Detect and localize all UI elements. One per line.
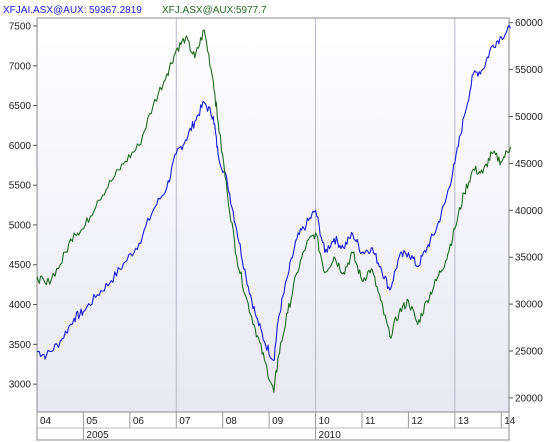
- right-tick-label: 40000: [515, 206, 543, 217]
- left-tick-label: 4500: [9, 260, 32, 271]
- left-y-axis: 3000 3500 4000 4500 5000 5500 6000 6500 7000 7500: [9, 21, 37, 391]
- plot-area: [36, 17, 510, 413]
- year-label: 2010: [319, 430, 342, 441]
- right-tick-label: 20000: [515, 393, 543, 404]
- x-tick-label: 08: [226, 416, 238, 427]
- right-y-axis: 20000 25000 30000 35000 40000 45000 50000 55000…: [509, 18, 543, 404]
- right-tick-label: 45000: [515, 159, 543, 170]
- x-tick-label: 12: [411, 416, 423, 427]
- left-tick-label: 6500: [9, 101, 32, 112]
- left-tick-label: 4000: [9, 300, 32, 311]
- left-tick-label: 7000: [9, 61, 32, 72]
- right-tick-label: 35000: [515, 253, 543, 264]
- right-tick-label: 50000: [515, 112, 543, 123]
- year-label: 2005: [86, 430, 109, 441]
- x-tick-label: 04: [40, 416, 52, 427]
- right-tick-label: 30000: [515, 300, 543, 311]
- left-tick-label: 5500: [9, 181, 32, 192]
- x-tick-label: 14: [504, 416, 516, 427]
- grid: [175, 18, 456, 412]
- left-tick-label: 3500: [9, 340, 32, 351]
- right-tick-label: 55000: [515, 65, 543, 76]
- series-line-xfjai: [36, 25, 512, 361]
- x-tick-label: 10: [319, 416, 331, 427]
- right-tick-label: 60000: [515, 18, 543, 29]
- legend: XFJAI.ASX@AUX: 59367.2819 XFJ.ASX@AUX: 5…: [3, 5, 267, 16]
- x-axis: 04 05 06 07 08 09 10 11 12 13 14 2005 2010: [36, 412, 516, 441]
- x-tick-label: 06: [133, 416, 145, 427]
- right-tick-label: 25000: [515, 347, 543, 358]
- x-axis-band: [36, 411, 510, 441]
- left-tick-label: 3000: [9, 380, 32, 391]
- series-line-xfj: [36, 29, 512, 393]
- left-tick-label: 6000: [9, 141, 32, 152]
- legend-series1-name: XFJAI.ASX@AUX:: [3, 5, 87, 16]
- x-tick-label: 13: [458, 416, 470, 427]
- series-lines: [36, 25, 512, 393]
- left-tick-label: 5000: [9, 220, 32, 231]
- x-tick-label: 05: [86, 416, 98, 427]
- x-tick-label: 07: [179, 416, 191, 427]
- left-tick-label: 7500: [9, 21, 32, 32]
- legend-series2-name: XFJ.ASX@AUX:: [162, 5, 236, 16]
- x-tick-label: 09: [272, 416, 284, 427]
- legend-series2-value: 5977.7: [236, 5, 267, 16]
- legend-series1-value: 59367.2819: [89, 5, 142, 16]
- x-tick-label: 11: [365, 416, 376, 427]
